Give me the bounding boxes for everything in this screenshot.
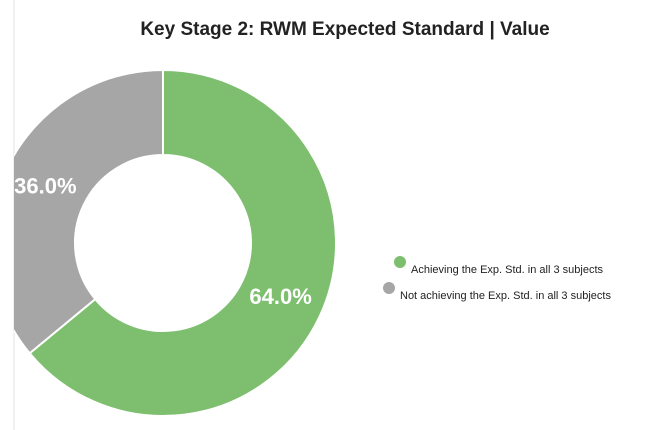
legend-swatch (383, 282, 395, 294)
donut (14, 68, 337, 417)
legend-label: Not achieving the Exp. Std. in all 3 sub… (400, 290, 611, 302)
data-label: 64.0% (249, 284, 311, 309)
donut-slice (28, 68, 337, 417)
chart-title: Key Stage 2: RWM Expected Standard | Val… (140, 19, 549, 40)
data-label: 36.0% (14, 173, 76, 198)
legend-swatch (394, 256, 406, 268)
legend-label: Achieving the Exp. Std. in all 3 subject… (411, 264, 603, 276)
donut-slice (14, 68, 164, 355)
